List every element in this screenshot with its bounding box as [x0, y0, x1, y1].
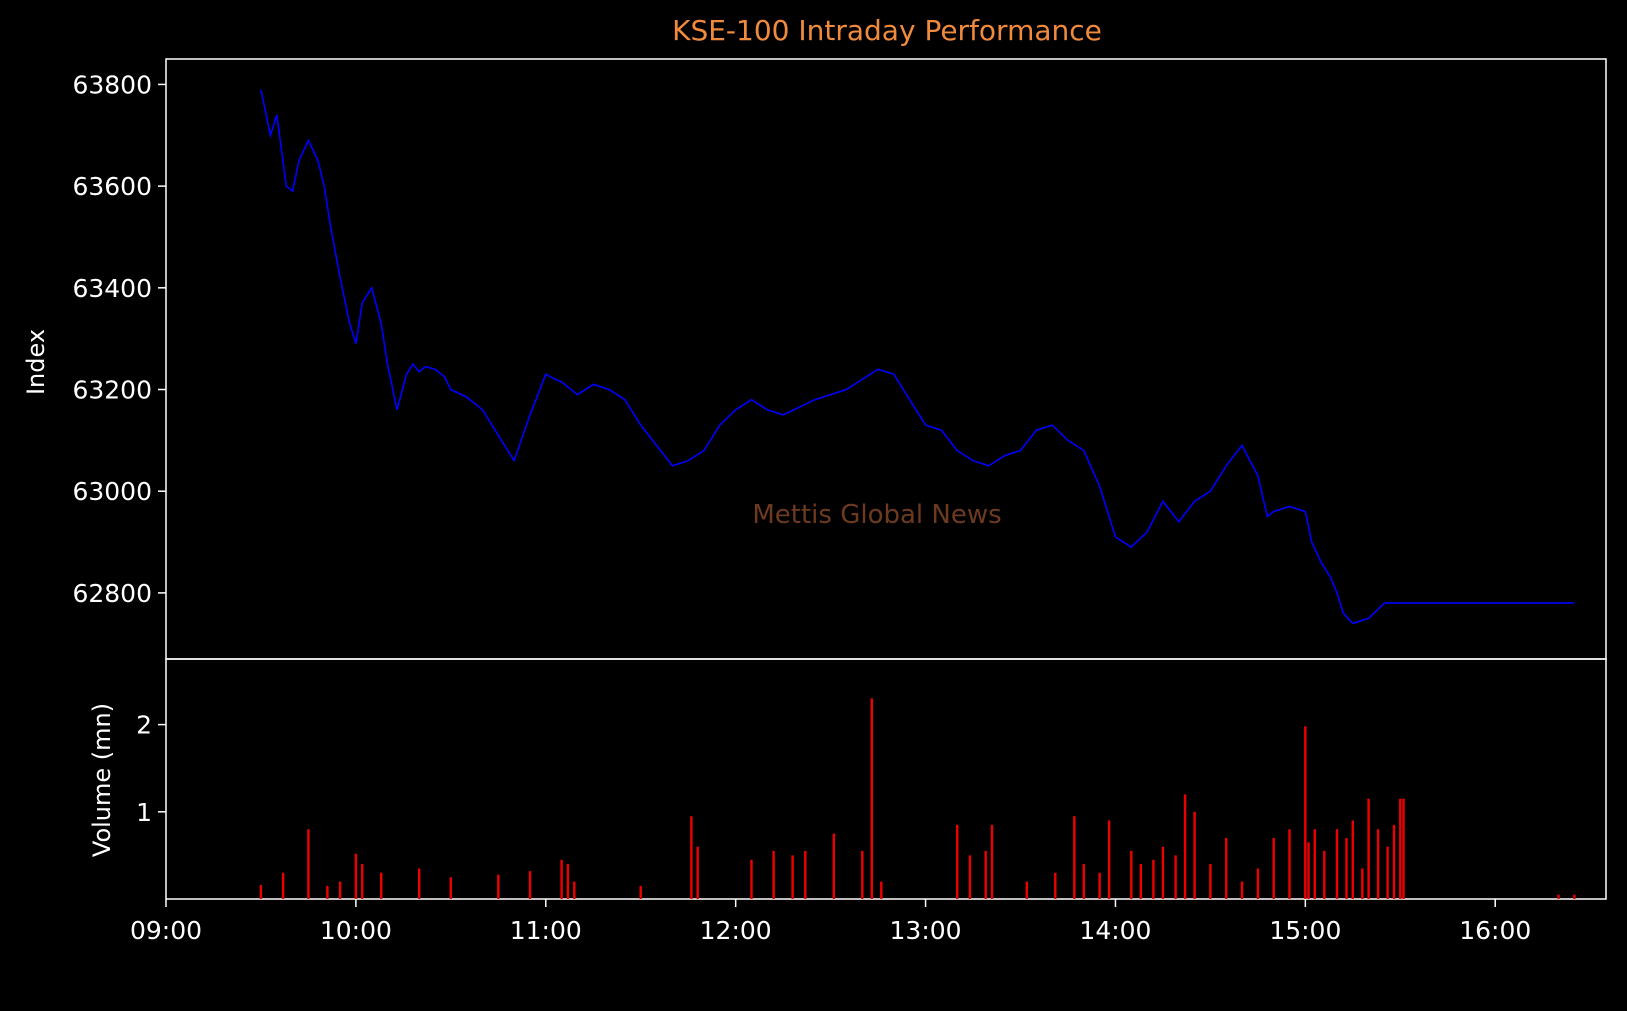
volume-bar	[1130, 851, 1133, 899]
volume-bar	[1054, 872, 1057, 899]
price-y-axis-label: Index	[22, 329, 50, 395]
volume-bar	[1367, 798, 1370, 899]
volume-bar	[639, 885, 642, 899]
volume-bar	[832, 833, 835, 899]
volume-bar	[573, 881, 576, 899]
volume-bar	[1225, 838, 1228, 899]
volume-bar	[1098, 872, 1101, 899]
volume-bar	[1376, 829, 1380, 899]
volume-bar	[560, 859, 563, 899]
volume-bar	[1152, 859, 1155, 899]
volume-bar	[1557, 894, 1560, 899]
volume-bar	[1351, 820, 1354, 899]
x-tick-label: 16:00	[1459, 916, 1531, 945]
price-y-tick-label: 62800	[72, 579, 152, 608]
price-y-tick-label: 63400	[72, 274, 152, 303]
x-tick-label: 12:00	[700, 916, 772, 945]
volume-bar	[1335, 829, 1339, 899]
volume-bar	[449, 877, 452, 899]
volume-bar	[750, 859, 753, 899]
price-line	[260, 89, 1575, 625]
volume-bar	[1361, 868, 1364, 899]
price-y-ticks: 62800 63000 63200 63400 63600 63800	[72, 70, 166, 608]
volume-bar	[354, 853, 358, 899]
price-y-tick-label: 63600	[72, 172, 152, 201]
volume-bar	[1313, 829, 1316, 899]
volume-bar	[1307, 842, 1310, 899]
volume-bar	[772, 851, 775, 899]
volume-bar	[281, 872, 285, 899]
volume-bar	[1402, 798, 1405, 899]
volume-bar	[1323, 851, 1326, 899]
price-y-tick-label: 63800	[72, 70, 152, 99]
volume-bar	[1288, 829, 1291, 899]
volume-bar	[880, 881, 883, 899]
volume-bar	[361, 864, 364, 899]
volume-bar	[690, 816, 693, 899]
price-panel: Mettis Global News 628006300063200634006…	[22, 58, 1607, 660]
volume-bar	[497, 874, 500, 899]
volume-bar	[566, 864, 570, 899]
volume-bar	[1174, 855, 1177, 899]
volume-bar	[791, 855, 794, 899]
volume-bar	[1256, 868, 1260, 899]
volume-bar	[259, 885, 263, 899]
x-tick-label: 11:00	[510, 916, 582, 945]
volume-bar	[1193, 811, 1196, 899]
watermark-text: Mettis Global News	[752, 500, 1001, 530]
volume-bar	[1386, 846, 1389, 899]
volume-bar	[1304, 726, 1307, 899]
volume-bar	[984, 851, 987, 899]
volume-bar	[1209, 864, 1212, 899]
volume-bars	[259, 698, 1576, 899]
volume-bar	[1107, 820, 1111, 899]
price-y-tick-label: 63200	[72, 376, 152, 405]
volume-bar	[990, 824, 994, 899]
volume-bar	[528, 871, 532, 899]
volume-bar	[1183, 794, 1187, 899]
volume-bar	[1161, 846, 1165, 899]
volume-bar	[380, 872, 383, 899]
volume-bar	[1073, 816, 1076, 899]
volume-bar	[326, 885, 329, 899]
volume-bar	[338, 881, 342, 899]
x-tick-label: 14:00	[1079, 916, 1151, 945]
volume-bar	[1025, 881, 1028, 899]
volume-bar	[418, 868, 421, 899]
x-tick-label: 09:00	[130, 916, 202, 945]
x-ticks: 09:00 10:00 11:00 12:00 13:00 14:00 15:00 16:00	[130, 899, 1531, 945]
volume-panel: 12 Volume (mn) 09:00 10:00 11:00 12:00 13:00…	[88, 658, 1607, 945]
volume-bar	[861, 851, 864, 899]
chart-title: KSE-100 Intraday Performance	[672, 14, 1102, 47]
volume-bar	[1345, 838, 1348, 899]
volume-bar	[1573, 894, 1576, 899]
x-tick-label: 10:00	[320, 916, 392, 945]
volume-plot-frame	[165, 658, 1607, 900]
volume-y-ticks: 12	[136, 711, 166, 827]
volume-bar	[1082, 864, 1085, 899]
volume-bar	[968, 855, 972, 899]
volume-bar	[870, 698, 873, 899]
volume-bar	[1399, 798, 1402, 899]
volume-y-tick-label: 1	[136, 798, 152, 827]
volume-bar	[1139, 864, 1142, 899]
price-y-tick-label: 63000	[72, 477, 152, 506]
volume-bar	[1392, 824, 1396, 899]
volume-bar	[307, 829, 310, 899]
x-tick-label: 15:00	[1269, 916, 1341, 945]
volume-y-axis-label: Volume (mn)	[88, 703, 116, 857]
x-tick-label: 13:00	[890, 916, 962, 945]
volume-y-tick-label: 2	[136, 711, 152, 740]
volume-bar	[804, 851, 807, 899]
volume-bar	[1240, 881, 1244, 899]
volume-bar	[696, 846, 699, 899]
volume-bar	[956, 824, 959, 899]
volume-bar	[1272, 838, 1275, 899]
